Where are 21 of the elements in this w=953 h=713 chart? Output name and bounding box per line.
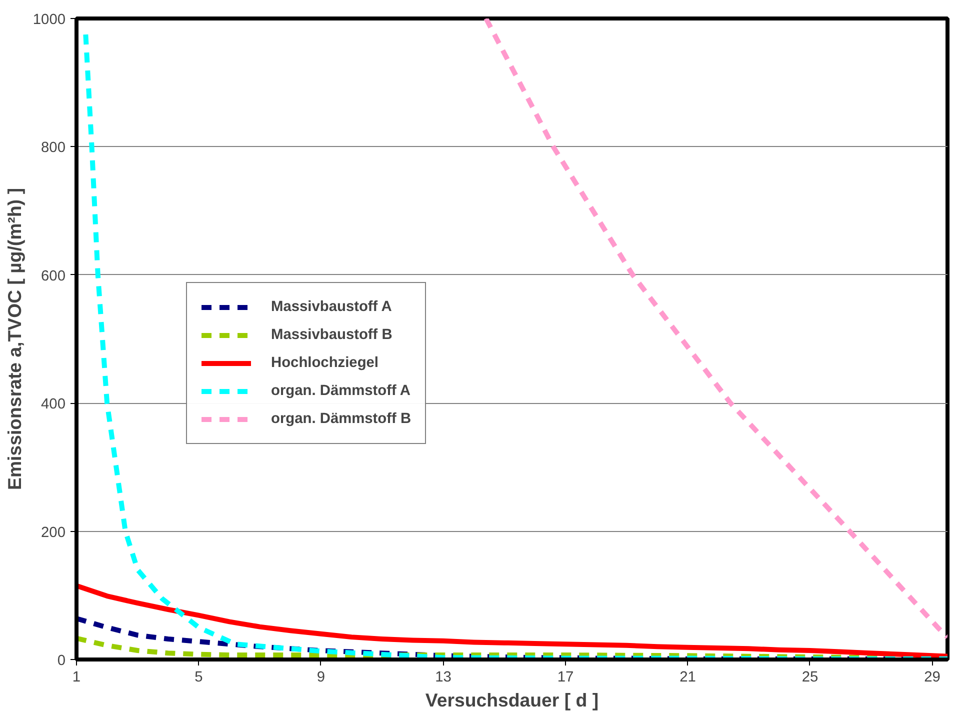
x-tick-label: 17	[557, 670, 574, 686]
y-axis-title: Emissionsrate a,TVOC [ µg/(m²h) ]	[4, 188, 25, 490]
y-tick-label: 1000	[32, 12, 66, 28]
x-tick-label: 29	[924, 670, 940, 686]
legend-label: organ. Dämmstoff A	[271, 383, 411, 399]
x-tick-label: 1	[72, 670, 81, 686]
x-tick-label: 13	[435, 670, 452, 686]
y-tick-label: 400	[41, 396, 66, 413]
y-tick-label: 800	[41, 140, 66, 156]
x-tick-label: 5	[194, 670, 203, 686]
legend-label: Hochlochziegel	[271, 355, 378, 371]
x-axis-title: Versuchsdauer [ d ]	[425, 690, 599, 710]
legend-label: Massivbaustoff A	[271, 299, 392, 315]
x-tick-label: 21	[680, 670, 696, 686]
legend-label: Massivbaustoff B	[271, 327, 392, 343]
y-tick-label: 200	[41, 524, 66, 541]
y-tick-label: 0	[57, 653, 66, 669]
x-tick-label: 9	[316, 670, 326, 686]
y-tick-label: 600	[41, 268, 66, 284]
x-tick-label: 25	[802, 670, 818, 686]
legend-label: organ. Dämmstoff B	[271, 411, 412, 427]
